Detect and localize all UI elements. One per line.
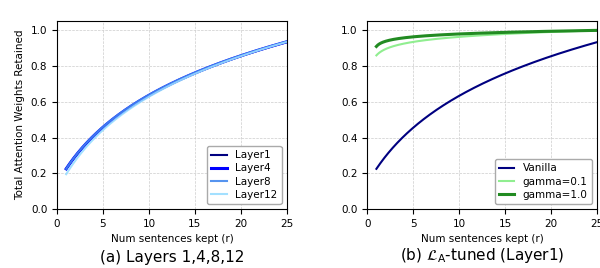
Layer4 <box>167 82 175 85</box>
Layer12 <box>194 71 201 74</box>
Layer1 <box>169 82 176 85</box>
Layer1 <box>182 76 189 79</box>
Layer4 <box>169 81 176 85</box>
Layer4 <box>194 70 201 73</box>
Line: Vanilla: Vanilla <box>376 42 597 169</box>
Layer1 <box>244 53 251 56</box>
gamma=1.0 <box>504 31 511 34</box>
gamma=0.1 <box>479 34 486 37</box>
Line: Layer4: Layer4 <box>66 42 287 169</box>
Layer4 <box>62 167 70 170</box>
Text: (b) $\mathcal{L}_\mathrm{A}$-tuned (Layer1): (b) $\mathcal{L}_\mathrm{A}$-tuned (Laye… <box>400 246 564 265</box>
Layer12 <box>62 173 70 176</box>
gamma=0.1 <box>504 32 511 35</box>
X-axis label: Num sentences kept (r): Num sentences kept (r) <box>421 234 544 244</box>
gamma=1.0 <box>593 29 600 32</box>
Layer8 <box>244 52 251 55</box>
Vanilla <box>479 82 486 85</box>
Layer4 <box>244 52 251 55</box>
Vanilla <box>478 83 485 86</box>
Line: Layer12: Layer12 <box>66 42 287 174</box>
Layer8 <box>278 41 285 44</box>
Layer12 <box>244 53 251 56</box>
Vanilla <box>593 40 600 44</box>
Layer1 <box>62 167 70 170</box>
Y-axis label: Total Attention Weights Retained: Total Attention Weights Retained <box>15 30 25 200</box>
Layer12 <box>283 40 290 44</box>
gamma=1.0 <box>478 32 485 35</box>
Layer4 <box>283 40 290 43</box>
Vanilla <box>588 42 595 45</box>
gamma=0.1 <box>373 54 380 57</box>
Vanilla <box>504 71 511 74</box>
Layer12 <box>169 83 176 86</box>
Layer4 <box>182 75 189 79</box>
Layer1 <box>278 42 285 45</box>
gamma=0.1 <box>492 33 499 36</box>
Legend: Layer1, Layer4, Layer8, Layer12: Layer1, Layer4, Layer8, Layer12 <box>207 146 281 204</box>
Layer12 <box>167 83 175 87</box>
gamma=0.1 <box>588 29 595 32</box>
gamma=1.0 <box>588 29 595 32</box>
Line: gamma=0.1: gamma=0.1 <box>376 30 597 55</box>
Layer8 <box>283 40 290 43</box>
X-axis label: Num sentences kept (r): Num sentences kept (r) <box>110 234 233 244</box>
Layer4 <box>278 42 285 45</box>
Layer8 <box>182 75 189 78</box>
Legend: Vanilla, gamma=0.1, gamma=1.0: Vanilla, gamma=0.1, gamma=1.0 <box>494 159 592 204</box>
gamma=1.0 <box>479 31 486 35</box>
gamma=1.0 <box>492 31 499 34</box>
Layer1 <box>167 83 175 86</box>
gamma=0.1 <box>554 30 561 33</box>
Vanilla <box>554 53 561 56</box>
Layer8 <box>169 81 176 84</box>
gamma=1.0 <box>373 45 380 48</box>
Layer12 <box>182 76 189 80</box>
gamma=0.1 <box>478 34 485 37</box>
gamma=0.1 <box>593 29 600 32</box>
Layer1 <box>194 71 201 74</box>
Layer12 <box>278 42 285 45</box>
Layer8 <box>194 70 201 73</box>
Line: Layer1: Layer1 <box>66 42 287 169</box>
Layer8 <box>62 167 70 170</box>
Line: gamma=1.0: gamma=1.0 <box>376 30 597 46</box>
Layer8 <box>167 82 175 85</box>
Layer1 <box>283 40 290 44</box>
Vanilla <box>373 167 380 170</box>
Text: (a) Layers 1,4,8,12: (a) Layers 1,4,8,12 <box>100 250 244 265</box>
Vanilla <box>492 76 499 79</box>
Line: Layer8: Layer8 <box>66 42 287 169</box>
gamma=1.0 <box>554 29 561 33</box>
